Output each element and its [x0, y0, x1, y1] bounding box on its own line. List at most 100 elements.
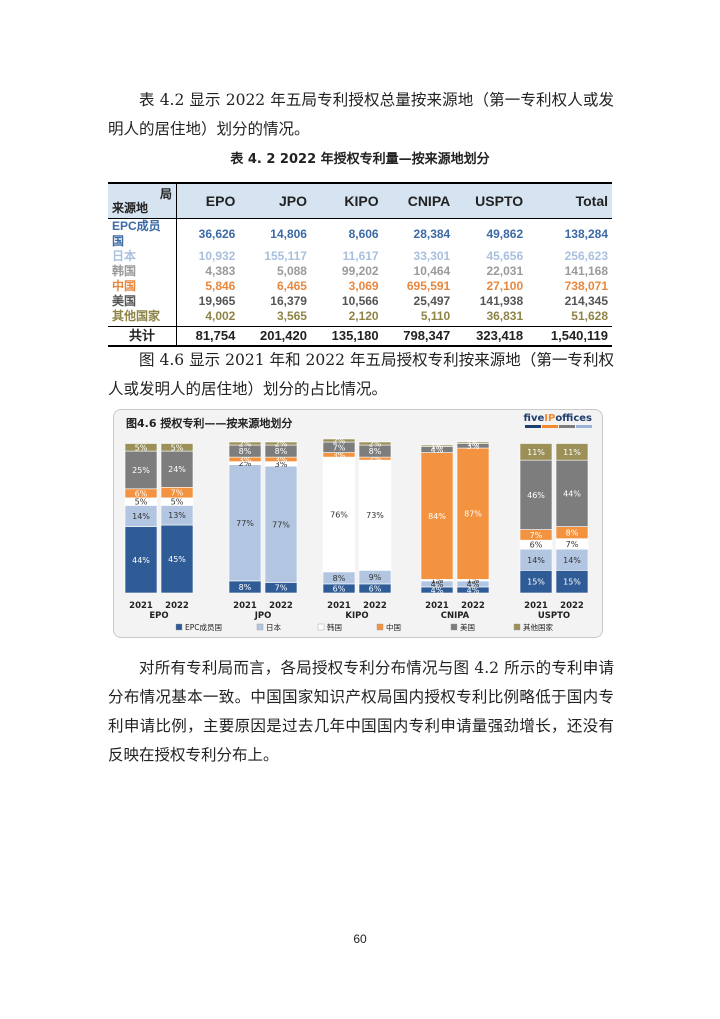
office-tick-label: KIPO — [345, 611, 368, 621]
data-label: 11% — [563, 448, 581, 457]
row-value: 16,379 — [270, 294, 307, 308]
fiveipoffices-logo: fiveIPoffices — [524, 413, 592, 428]
data-label: 14% — [132, 512, 150, 521]
legend-label: 其他国家 — [523, 622, 553, 632]
total-value: 201,420 — [259, 328, 307, 343]
legend-label: 中国 — [386, 622, 401, 632]
data-label: 87% — [464, 510, 482, 519]
data-label: 1% — [431, 442, 444, 451]
row-value: 695,591 — [406, 279, 451, 293]
data-label: 1% — [467, 439, 480, 448]
data-label: 13% — [168, 511, 186, 520]
row-value: 51,628 — [571, 309, 608, 323]
bar-segment — [124, 450, 158, 490]
table-row: 其他国家 4,002 3,565 2,120 5,110 36,831 51,628 — [108, 309, 612, 327]
row-value: 214,345 — [564, 294, 608, 308]
data-label: 8% — [239, 583, 252, 592]
data-label: 5% — [171, 498, 184, 507]
bar-segment — [160, 524, 194, 594]
row-value: 155,117 — [264, 249, 307, 263]
data-label: 7% — [171, 489, 184, 498]
row-label: 中国 — [108, 279, 177, 294]
legend-swatch — [513, 623, 521, 631]
data-label: 3% — [275, 460, 288, 469]
data-label: 76% — [330, 510, 348, 519]
figure-4-6: 44% 14% 5% 6% 25% 5% 2021 45% 13% 5% 7% 24% 5% 2022 EP… — [113, 409, 603, 638]
row-value: 3,069 — [348, 279, 379, 293]
data-label: 5% — [171, 443, 184, 452]
year-tick-label: 2022 — [461, 601, 485, 611]
data-label: 3% — [333, 451, 346, 460]
data-label: 7% — [566, 540, 579, 549]
logo-color-bars — [524, 425, 592, 428]
row-label: 其他国家 — [108, 309, 177, 327]
data-label: 44% — [132, 556, 150, 565]
row-label: 日本 — [108, 249, 177, 264]
row-value: 8,606 — [348, 226, 379, 241]
bar-segment — [228, 464, 262, 582]
year-tick-label: 2021 — [129, 601, 153, 611]
data-label: 5% — [135, 498, 148, 507]
figure-title: 图4.6 授权专利——按来源地划分 — [126, 417, 293, 430]
row-value: 256,623 — [564, 249, 608, 263]
data-label: 14% — [527, 556, 545, 565]
patent-grants-table: 局 来源地 EPO JPO KIPO CNIPA USPTO Total EPC… — [108, 182, 612, 347]
row-value: 10,566 — [341, 294, 379, 308]
row-value: 99,202 — [341, 264, 379, 278]
bar-segment — [358, 441, 392, 446]
data-label: 77% — [272, 520, 290, 529]
table-row: 中国 5,846 6,465 3,069 695,591 27,100 738,071 — [108, 279, 612, 294]
data-label: 2% — [239, 459, 252, 468]
data-label: 7% — [333, 443, 346, 452]
office-tick-label: JPO — [254, 611, 272, 621]
row-value: 19,965 — [198, 294, 236, 308]
data-label: 9% — [369, 573, 382, 582]
data-label: 4% — [431, 446, 444, 455]
data-label: 73% — [366, 511, 384, 520]
header-epo: EPO — [205, 192, 236, 209]
bar-segment — [160, 450, 194, 488]
row-value: 3,565 — [276, 309, 307, 323]
row-value: 5,110 — [420, 309, 451, 323]
data-label: 2% — [333, 436, 346, 445]
bar-segment — [124, 526, 158, 594]
row-value: 141,168 — [564, 264, 608, 278]
legend-label: 韩国 — [327, 622, 342, 632]
row-value: 36,831 — [486, 309, 524, 323]
bar-segment — [228, 441, 262, 446]
row-value: 27,100 — [486, 279, 524, 293]
office-tick-label: CNIPA — [441, 611, 470, 621]
row-value: 738,071 — [564, 279, 608, 293]
row-value: 6,465 — [276, 279, 307, 293]
legend-swatch — [317, 623, 325, 631]
row-value: 45,656 — [486, 249, 524, 263]
data-label: 3% — [275, 455, 288, 464]
data-label: 2% — [369, 440, 382, 449]
year-tick-label: 2021 — [524, 601, 548, 611]
header-total: Total — [575, 192, 608, 209]
intro-paragraph: 表 4.2 显示 2022 年五局专利授权总量按来源地（第一专利权人或发明人的居… — [108, 91, 614, 138]
header-kipo: KIPO — [344, 192, 379, 209]
header-jpo: JPO — [278, 192, 307, 209]
data-label: 8% — [333, 574, 346, 583]
bar-segment — [519, 459, 553, 530]
bar-segment — [456, 441, 490, 444]
logo-offices: offices — [555, 413, 592, 424]
data-label: 15% — [563, 578, 581, 587]
header-cnipa: CNIPA — [407, 192, 451, 209]
data-label: 3% — [467, 442, 480, 451]
row-label: EPC成员国 — [108, 218, 177, 249]
year-tick-label: 2022 — [560, 601, 584, 611]
total-value: 81,754 — [195, 328, 236, 343]
row-value: 25,497 — [413, 294, 451, 308]
office-tick-label: USPTO — [538, 611, 570, 621]
data-label: 44% — [563, 489, 581, 498]
table-total-row: 共计 81,754 201,420 135,180 798,347 323,41… — [108, 326, 612, 346]
data-label: 2% — [369, 455, 382, 464]
row-value: 10,932 — [198, 249, 236, 263]
data-label: 6% — [333, 584, 346, 593]
bar-segment — [420, 452, 454, 580]
year-tick-label: 2022 — [165, 601, 189, 611]
row-value: 10,464 — [413, 264, 451, 278]
bar-segment — [264, 441, 298, 446]
